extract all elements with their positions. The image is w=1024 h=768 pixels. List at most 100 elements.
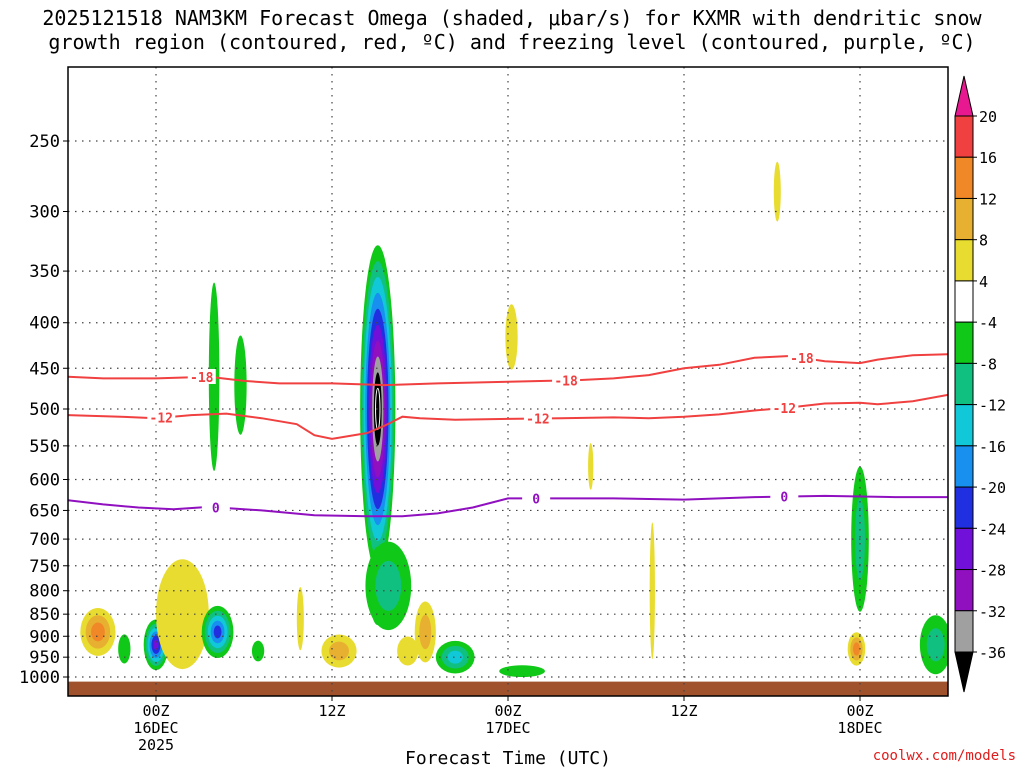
- colorbar-segment--4_4: [954, 280, 974, 323]
- y-tick-label-250: 250: [29, 132, 60, 152]
- colorbar-segment--16_-12: [954, 404, 974, 447]
- contour-line--12: [68, 393, 948, 440]
- contour-label-0-2: 0: [780, 491, 788, 506]
- x-tick-label-20-0: 00Z: [494, 702, 521, 720]
- omega-cell-8-band-0: [296, 587, 304, 651]
- omega-cell-12-band-1: [375, 560, 402, 611]
- colorbar-segment--32_-28: [954, 569, 974, 612]
- contour-label-bg-0-1: [522, 490, 551, 506]
- colorbar-label-16: 16: [979, 149, 997, 167]
- colorbar-label--32: -32: [979, 603, 1006, 621]
- x-tick-label-40-0: 00Z: [846, 702, 873, 720]
- colorbar-label-20: 20: [979, 108, 997, 126]
- y-tick-label-350: 350: [29, 262, 60, 282]
- omega-cell-13-band-1: [419, 614, 432, 650]
- y-tick-label-300: 300: [29, 202, 60, 222]
- colorbar-segment--20_-16: [954, 445, 974, 488]
- y-tick-label-600: 600: [29, 470, 60, 490]
- x-tick-label-0-2: 2025: [138, 736, 174, 754]
- omega-cell-17-band-0: [499, 665, 545, 678]
- contour-label--12-1: -12: [526, 412, 549, 427]
- y-tick-label-700: 700: [29, 530, 60, 550]
- x-tick-label-0-0: 00Z: [142, 702, 169, 720]
- y-tick-label-1000: 1000: [19, 668, 60, 688]
- shading-layer: -18 -18 -18 -12 -12 -12 0 0 0: [68, 67, 948, 696]
- colorbar-label--20: -20: [979, 479, 1006, 497]
- colorbar-label-4: 4: [979, 273, 988, 291]
- omega-cell-19-band-0: [649, 522, 655, 660]
- contour-label--18-2: -18: [790, 352, 814, 367]
- contour-line--18: [68, 353, 948, 387]
- credit-link[interactable]: coolwx.com/models: [872, 748, 1016, 764]
- ground-surface: [68, 681, 948, 696]
- contour-label-bg--12-1: [523, 410, 552, 426]
- contour-label-bg--12-0: [147, 409, 176, 425]
- colorbar-segment-16_20: [954, 115, 974, 158]
- contour-label-bg--18-1: [552, 372, 581, 388]
- colorbar-arrow-bottom: [954, 651, 974, 693]
- omega-cell-14-band-0: [397, 636, 419, 666]
- omega-cell-2-band-5: [153, 639, 159, 650]
- colorbar-segment--24_-20: [954, 486, 974, 529]
- chart-title: 2025121518 NAM3KM Forecast Omega (shaded…: [0, 6, 1024, 54]
- colorbar-segment--36_-32: [954, 610, 974, 653]
- x-tick-label-10-0: 12Z: [318, 702, 345, 720]
- x-tick-label-0-1: 16DEC: [133, 719, 178, 737]
- colorbar-label--8: -8: [979, 355, 997, 373]
- title-line-1: 2025121518 NAM3KM Forecast Omega (shaded…: [42, 6, 982, 30]
- colorbar-segment-4_8: [954, 239, 974, 282]
- omega-cell-16-band-0: [505, 304, 518, 370]
- x-tick-label-20-1: 17DEC: [485, 719, 530, 737]
- colorbar-label--36: -36: [979, 644, 1006, 662]
- colorbar-segment--12_-8: [954, 362, 974, 406]
- contour-label-0-0: 0: [212, 501, 220, 516]
- omega-cell-22-band-2: [853, 642, 860, 656]
- colorbar-segment--28_-24: [954, 527, 974, 571]
- contour-label-bg-0-0: [201, 499, 230, 515]
- colorbar-label-8: 8: [979, 232, 988, 250]
- omega-cell-6-band-0: [234, 335, 247, 435]
- y-tick-label-450: 450: [29, 359, 60, 379]
- colorbar-label--24: -24: [979, 520, 1006, 538]
- contour-label-bg--18-2: [787, 349, 816, 365]
- contour-label-bg--18-0: [187, 368, 216, 384]
- omega-cell-18-band-0: [588, 443, 594, 490]
- omega-cell-20-band-0: [773, 161, 781, 222]
- colorbar-label--28: -28: [979, 562, 1006, 580]
- x-tick-label-40-1: 18DEC: [837, 719, 882, 737]
- contour-line-0: [68, 494, 948, 518]
- y-tick-label-850: 850: [29, 605, 60, 625]
- omega-cell-10-band-9: [375, 387, 381, 431]
- title-line-2: growth region (contoured, red, ºC) and f…: [48, 30, 976, 54]
- y-tick-label-900: 900: [29, 627, 60, 647]
- colorbar-arrow-top: [954, 75, 974, 117]
- y-tick-label-500: 500: [29, 400, 60, 420]
- contour-label-0-1: 0: [532, 492, 540, 507]
- contour-label-bg--12-2: [770, 399, 799, 415]
- y-tick-label-800: 800: [29, 582, 60, 602]
- colorbar-label--16: -16: [979, 438, 1006, 456]
- x-axis-title: Forecast Time (UTC): [405, 748, 611, 768]
- omega-cell-0-band-2: [90, 622, 105, 642]
- colorbar-segment-8_12: [954, 197, 974, 241]
- contour-label-bg-0-2: [770, 488, 799, 504]
- contour-label--18-0: -18: [190, 371, 214, 386]
- omega-cell-15-band-2: [447, 650, 463, 664]
- contour-label--18-1: -18: [554, 374, 578, 389]
- omega-cell-5-band-4: [213, 625, 222, 639]
- y-tick-label-750: 750: [29, 557, 60, 577]
- omega-cell-3-band-0: [156, 559, 209, 670]
- y-tick-label-400: 400: [29, 314, 60, 334]
- contour-label--12-0: -12: [150, 412, 173, 427]
- colorbar-label-12: 12: [979, 190, 997, 208]
- y-tick-label-950: 950: [29, 648, 60, 668]
- y-tick-label-650: 650: [29, 501, 60, 521]
- colorbar-segment--8_-4: [954, 321, 974, 364]
- omega-cell-7-band-0: [251, 640, 265, 662]
- contour-label--12-2: -12: [773, 402, 796, 417]
- omega-cell-23-band-1: [926, 628, 945, 662]
- colorbar-label--4: -4: [979, 314, 997, 332]
- omega-cell-9-band-1: [329, 641, 349, 661]
- colorbar: 20 16 12 8 4 -4 -8 -12 -16 -20 -24 -28 -32 -36: [954, 75, 1006, 693]
